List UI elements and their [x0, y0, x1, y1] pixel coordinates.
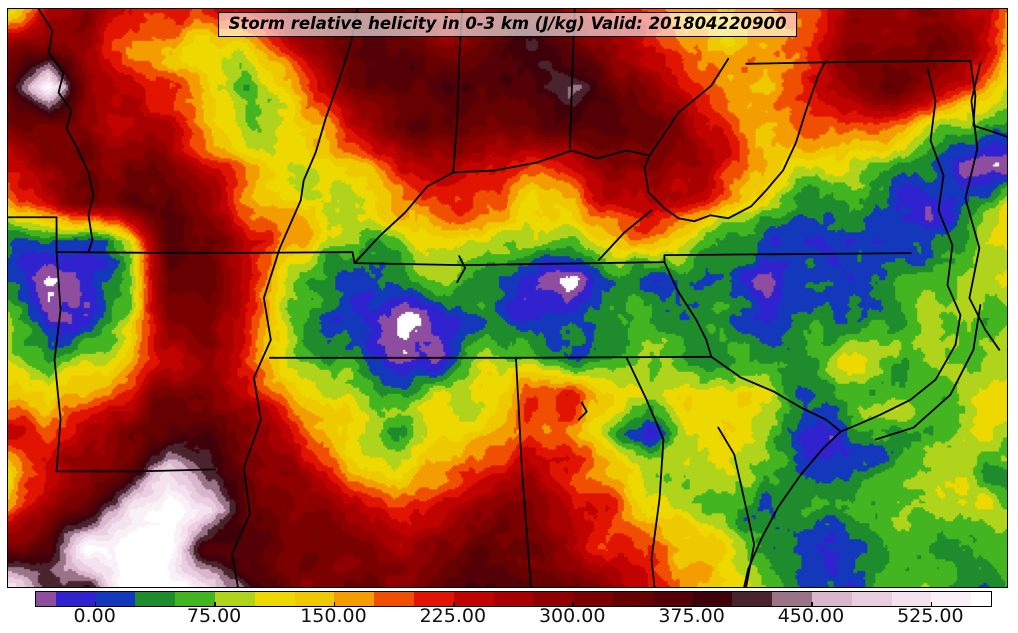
colorbar-segment: [36, 592, 56, 606]
colorbar-segment: [95, 592, 136, 606]
colorbar-segment: [254, 592, 295, 606]
colorbar-segment: [851, 592, 892, 606]
colorbar-segment: [732, 592, 773, 606]
colorbar-tick: [930, 602, 933, 607]
colorbar-segment: [652, 592, 693, 606]
colorbar-tick: [691, 602, 694, 607]
colorbar-segment: [931, 592, 972, 606]
colorbar-tick: [214, 602, 216, 607]
colorbar-tick-label: 300.00: [538, 605, 606, 627]
colorbar-segment: [55, 592, 96, 606]
map-title: Storm relative helicity in 0-3 km (J/kg)…: [228, 14, 787, 33]
colorbar-segment: [573, 592, 613, 606]
colorbar-tick: [453, 602, 455, 607]
colorbar-tick-label: 75.00: [186, 605, 242, 627]
colorbar-segment: [215, 592, 255, 606]
colorbar-segment: [772, 592, 812, 606]
colorbar-tick-label: 375.00: [658, 605, 725, 627]
colorbar-tick: [572, 602, 574, 607]
colorbar-tick-label: 0.00: [73, 605, 116, 627]
colorbar-segment: [971, 592, 991, 606]
colorbar-segment: [692, 592, 733, 606]
helicity-map: Storm relative helicity in 0-3 km (J/kg)…: [7, 8, 1008, 588]
colorbar-tick: [333, 602, 336, 607]
helicity-field-canvas: [8, 9, 1007, 587]
colorbar-segment: [891, 592, 932, 606]
colorbar-tick: [94, 602, 97, 607]
colorbar-segment: [533, 592, 574, 606]
colorbar-segment: [334, 592, 375, 606]
colorbar-tick-label: 225.00: [419, 605, 487, 627]
colorbar-segment: [493, 592, 534, 606]
colorbar: [35, 591, 992, 607]
colorbar-tick: [811, 602, 813, 607]
colorbar-tick-label: 525.00: [897, 605, 964, 627]
colorbar-segment: [453, 592, 494, 606]
colorbar-tick-label: 450.00: [777, 605, 845, 627]
colorbar-segment: [294, 592, 335, 606]
colorbar-segment: [374, 592, 414, 606]
colorbar-segment: [612, 592, 653, 606]
colorbar-segment: [414, 592, 454, 606]
map-title-box: Storm relative helicity in 0-3 km (J/kg)…: [217, 12, 798, 37]
colorbar-tick-label: 150.00: [300, 605, 367, 627]
colorbar-segment: [135, 592, 176, 606]
colorbar-segment: [811, 592, 852, 606]
colorbar-segment: [175, 592, 216, 606]
